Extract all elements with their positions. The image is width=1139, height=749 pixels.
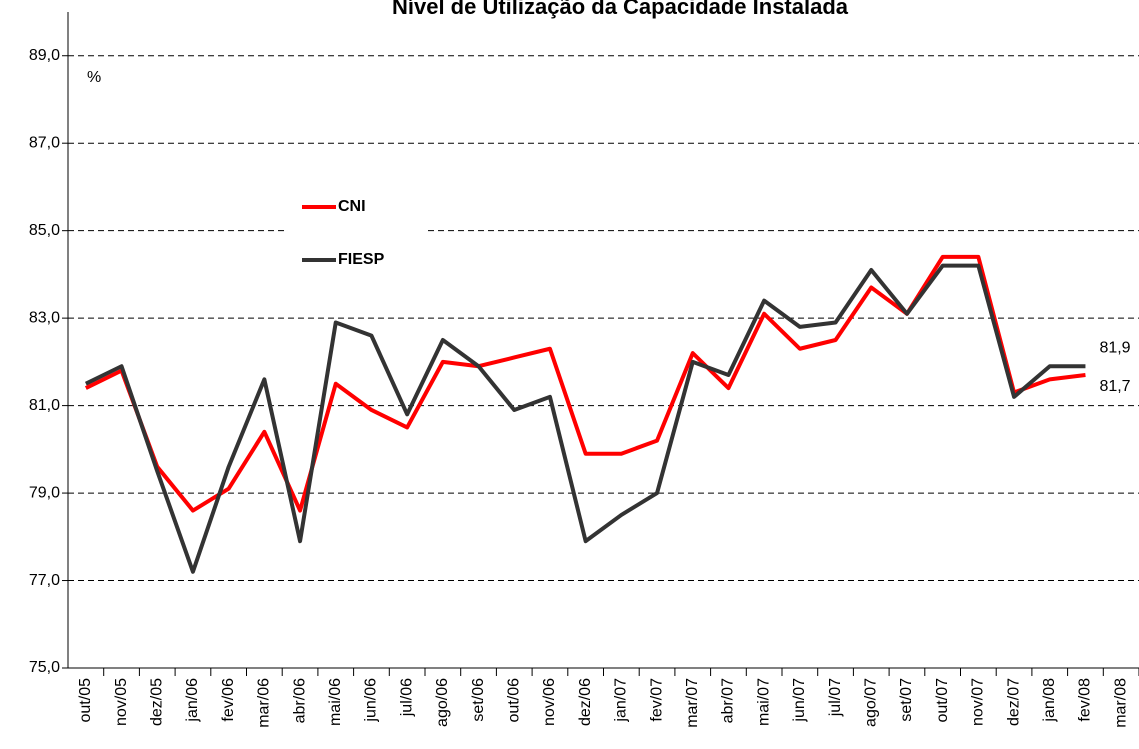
x-tick-label: ago/06 — [434, 678, 451, 727]
chart-title: Nível de Utilização da Capacidade Instal… — [392, 0, 849, 19]
x-tick-label: jul/07 — [827, 678, 844, 717]
x-tick-label: jun/07 — [791, 678, 808, 723]
x-tick-label: fev/06 — [220, 678, 237, 722]
x-tick-label: jan/06 — [184, 678, 201, 723]
x-tick-label: nov/06 — [541, 678, 558, 726]
y-tick-label: 79,0 — [29, 484, 60, 501]
x-tick-label: jun/06 — [363, 678, 380, 723]
legend-label: CNI — [338, 198, 366, 215]
x-tick-label: jan/08 — [1041, 678, 1058, 723]
y-tick-label: 87,0 — [29, 134, 60, 151]
x-tick-label: abr/07 — [720, 678, 737, 723]
x-tick-label: dez/05 — [148, 678, 165, 726]
y-tick-label: 85,0 — [29, 222, 60, 239]
x-tick-label: out/07 — [934, 678, 951, 723]
series-line — [84, 254, 1086, 513]
x-tick-label: abr/06 — [291, 678, 308, 723]
data-label: 81,9 — [1099, 339, 1130, 356]
y-unit-label: % — [87, 69, 101, 86]
x-tick-label: ago/07 — [862, 678, 879, 727]
x-tick-label: out/06 — [505, 678, 522, 723]
x-tick-label: set/06 — [470, 678, 487, 722]
x-tick-label: dez/07 — [1005, 678, 1022, 726]
y-tick-label: 81,0 — [29, 397, 60, 414]
legend: CNI FIESP — [285, 190, 425, 280]
x-tick-label: mar/07 — [684, 678, 701, 728]
x-tick-label: set/07 — [898, 678, 915, 722]
y-tick-label: 83,0 — [29, 309, 60, 326]
y-tick-label: 75,0 — [29, 659, 60, 676]
x-tick-label: nov/07 — [970, 678, 987, 726]
x-tick-label: mai/07 — [755, 678, 772, 726]
x-tick-label: out/05 — [77, 678, 94, 723]
legend-label: FIESP — [338, 251, 385, 268]
x-tick-label: dez/06 — [577, 678, 594, 726]
x-tick-label: mar/08 — [1112, 678, 1129, 728]
x-tick-label: mar/06 — [256, 678, 273, 728]
data-label: 81,7 — [1099, 378, 1130, 395]
x-tick-label: fev/08 — [1077, 678, 1094, 722]
x-tick-label: nov/05 — [113, 678, 130, 726]
y-tick-label: 89,0 — [29, 47, 60, 64]
x-tick-label: mai/06 — [327, 678, 344, 726]
y-tick-label: 77,0 — [29, 572, 60, 589]
series-line — [84, 263, 1086, 574]
x-tick-label: jul/06 — [398, 678, 415, 717]
x-tick-label: jan/07 — [613, 678, 630, 723]
x-tick-label: fev/07 — [648, 678, 665, 722]
